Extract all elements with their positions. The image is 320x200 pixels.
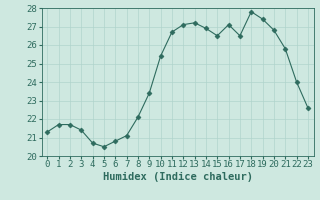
X-axis label: Humidex (Indice chaleur): Humidex (Indice chaleur) [103,172,252,182]
